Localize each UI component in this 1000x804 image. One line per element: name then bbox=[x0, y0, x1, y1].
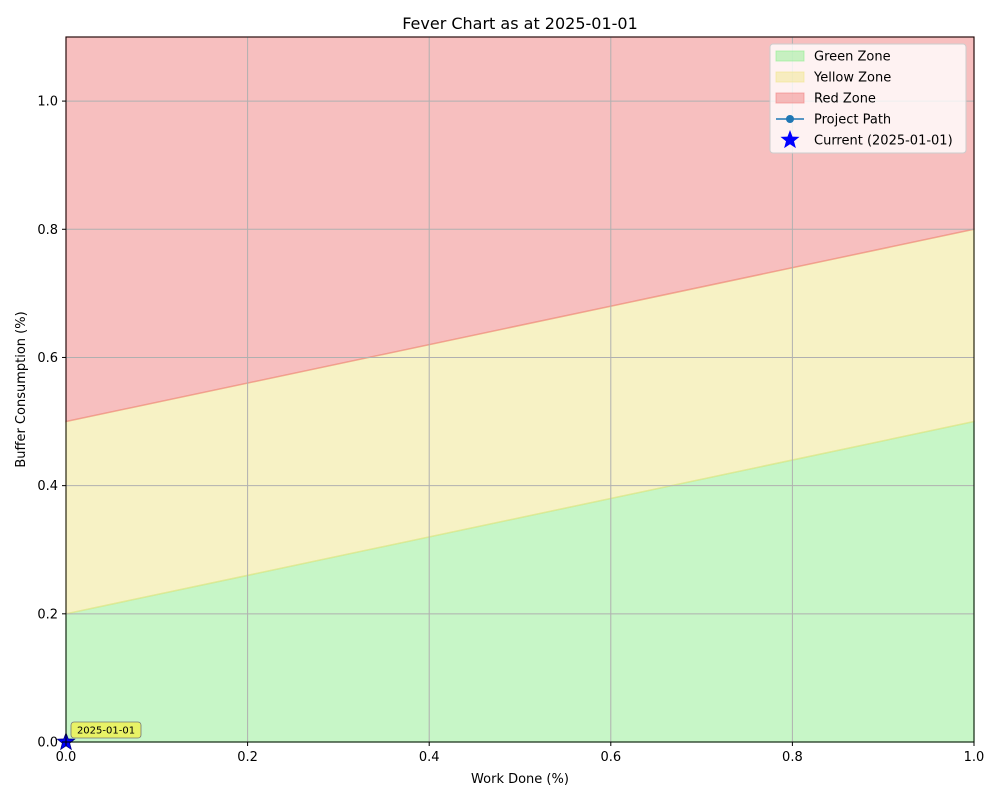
legend-label: Current (2025-01-01) bbox=[814, 134, 953, 149]
legend: Green Zone Yellow Zone Red Zone Project Pat… bbox=[769, 43, 967, 154]
x-tick-label: 0.8 bbox=[782, 750, 803, 765]
legend-label: Yellow Zone bbox=[813, 71, 891, 86]
y-tick-label: 0.6 bbox=[37, 351, 58, 366]
legend-label: Project Path bbox=[814, 113, 891, 128]
annotation-box bbox=[70, 721, 142, 739]
chart-title: Fever Chart as at 2025-01-01 bbox=[402, 14, 638, 33]
x-tick-label: 1.0 bbox=[964, 750, 985, 765]
legend-swatch-marker bbox=[786, 115, 794, 123]
legend-box bbox=[769, 43, 967, 154]
legend-swatch bbox=[775, 92, 805, 104]
x-tick-label: 0.2 bbox=[237, 750, 258, 765]
y-tick-label: 0.2 bbox=[37, 607, 58, 622]
y-tick-label: 0.8 bbox=[37, 223, 58, 238]
x-tick-label: 0.6 bbox=[600, 750, 621, 765]
legend-swatch bbox=[775, 71, 805, 83]
x-axis-label: Work Done (%) bbox=[471, 772, 569, 787]
annotation-label: 2025-01-01 bbox=[77, 726, 135, 737]
ticks-layer: 0.0 0.2 0.4 0.6 0.8 1.0 0.0 0.2 0.4 0.6 0.8 1.0 bbox=[37, 95, 984, 765]
y-tick-label: 0.4 bbox=[37, 479, 58, 494]
x-tick-label: 0.0 bbox=[56, 750, 77, 765]
y-tick-label: 1.0 bbox=[37, 95, 58, 110]
legend-swatch bbox=[780, 130, 800, 149]
legend-label: Green Zone bbox=[814, 50, 891, 65]
y-axis-label: Buffer Consumption (%) bbox=[14, 311, 29, 467]
x-tick-label: 0.4 bbox=[419, 750, 440, 765]
plot-frame bbox=[65, 36, 975, 743]
y-tick-label: 0.0 bbox=[37, 736, 58, 751]
legend-swatch bbox=[775, 50, 805, 62]
legend-label: Red Zone bbox=[814, 92, 876, 107]
